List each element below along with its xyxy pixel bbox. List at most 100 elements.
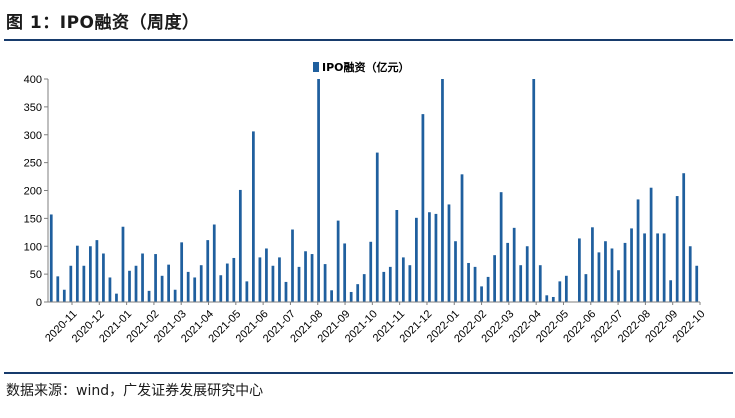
bar <box>265 248 268 302</box>
bar <box>630 228 633 302</box>
bar <box>493 255 496 302</box>
bar <box>206 240 210 302</box>
bar <box>271 265 275 302</box>
bar <box>75 245 79 302</box>
bar <box>447 204 451 302</box>
bar <box>369 241 373 302</box>
figure-title: 图 1：IPO融资（周度） <box>6 13 200 33</box>
bar <box>604 241 607 302</box>
bar <box>662 233 666 302</box>
bar <box>499 192 503 302</box>
bar <box>382 271 386 302</box>
bar <box>428 212 431 302</box>
bar <box>310 254 314 302</box>
y-tick-label: 250 <box>24 158 42 170</box>
bar <box>49 214 53 302</box>
bar <box>186 271 190 302</box>
bar <box>564 275 568 302</box>
bar <box>682 173 686 302</box>
bar <box>669 280 673 302</box>
bar <box>688 246 692 302</box>
bar <box>532 79 536 302</box>
bar <box>591 227 594 302</box>
bar <box>160 275 164 302</box>
bar <box>538 265 542 302</box>
bar <box>89 246 92 302</box>
y-tick-label: 400 <box>24 74 42 86</box>
ipo-bar-chart: IPO融资（亿元） 0 50 100 150 200 250 300 350 400 2020-… <box>24 60 708 345</box>
bar <box>467 262 470 302</box>
y-tick-label: 350 <box>24 102 42 114</box>
bar <box>173 289 177 302</box>
bar <box>695 265 699 302</box>
y-axis: 0 50 100 150 200 250 300 350 400 <box>24 74 49 309</box>
bar <box>291 229 294 302</box>
bar <box>519 265 523 302</box>
bar <box>473 266 477 302</box>
bar <box>584 274 588 303</box>
bar <box>506 242 510 302</box>
bar <box>56 276 60 302</box>
bar <box>304 251 307 302</box>
bar <box>102 253 105 302</box>
bar <box>147 290 151 302</box>
bar <box>401 257 405 302</box>
bar <box>356 284 360 302</box>
top-divider <box>4 39 733 41</box>
y-tick-label: 300 <box>24 130 42 142</box>
bar <box>238 189 242 302</box>
bar <box>623 242 627 302</box>
bar <box>617 270 620 302</box>
legend-swatch <box>313 62 319 72</box>
bar <box>212 224 216 302</box>
bar <box>278 257 281 302</box>
y-tick-label: 200 <box>24 186 42 198</box>
bar <box>193 277 197 302</box>
bar <box>336 220 340 302</box>
bar <box>323 264 327 302</box>
bar <box>636 199 640 302</box>
bar <box>525 246 529 302</box>
y-tick-label: 150 <box>24 213 42 225</box>
bar <box>460 174 464 302</box>
bar <box>512 227 516 302</box>
bar <box>441 79 444 302</box>
bar <box>219 275 223 302</box>
bar <box>375 152 379 302</box>
bar <box>343 243 347 302</box>
bar <box>597 252 601 302</box>
bar <box>610 248 614 302</box>
bar <box>434 213 438 302</box>
bar <box>167 264 170 302</box>
bar <box>480 286 483 302</box>
bar <box>232 257 236 302</box>
x-axis: 2020-112020-122021-012021-022021-032021-… <box>43 301 708 345</box>
bar <box>252 131 255 302</box>
bar <box>128 270 131 302</box>
bar <box>180 242 184 302</box>
bar <box>486 276 490 302</box>
bar <box>421 114 425 303</box>
bar <box>258 257 262 302</box>
bar <box>121 226 125 302</box>
source-note: 数据来源：wind，广发证券发展研究中心 <box>6 383 264 399</box>
bar <box>297 266 301 302</box>
bar <box>643 233 646 302</box>
bar <box>225 263 229 302</box>
bar <box>82 265 86 302</box>
bar <box>578 238 581 302</box>
bar <box>317 79 320 302</box>
chart-legend: IPO融资（亿元） <box>313 60 410 74</box>
bar <box>408 265 412 302</box>
legend-label: IPO融资（亿元） <box>322 60 410 74</box>
bar <box>675 196 679 302</box>
bar <box>551 296 555 302</box>
bar <box>95 240 99 302</box>
y-tick-label: 0 <box>36 297 42 309</box>
bar <box>284 281 288 302</box>
bar <box>415 217 418 302</box>
bar <box>134 265 138 302</box>
bar <box>558 281 562 302</box>
bar-series <box>49 79 699 303</box>
bar <box>545 295 549 302</box>
